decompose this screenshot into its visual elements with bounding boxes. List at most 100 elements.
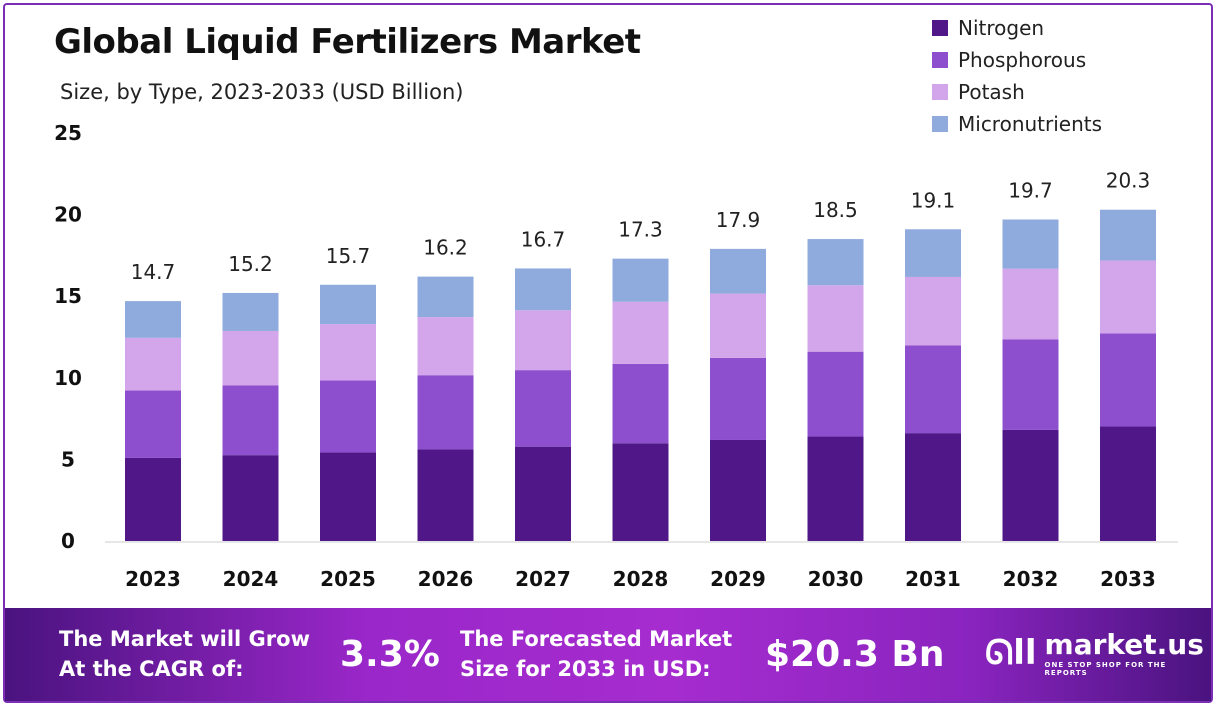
bar-segment-phosphorous: [905, 345, 961, 434]
bar-segment-nitrogen: [417, 449, 474, 541]
y-tick-label: 10: [54, 366, 82, 390]
bar-segment-micronutrients: [807, 239, 864, 286]
x-tick-label: 2031: [905, 567, 961, 591]
total-label: 19.1: [911, 188, 956, 212]
bar-segment-potash: [1002, 268, 1059, 340]
total-label: 16.2: [423, 236, 468, 260]
bar-segment-nitrogen: [222, 455, 279, 541]
bar-segment-nitrogen: [1100, 426, 1156, 541]
x-tick-label: 2028: [613, 567, 669, 591]
logo-tagline: ONE STOP SHOP FOR THE REPORTS: [1044, 661, 1167, 677]
chart-frame: [3, 3, 1213, 703]
x-tick-label: 2029: [710, 567, 766, 591]
bar-segment-potash: [320, 324, 376, 381]
bar-segment-nitrogen: [710, 439, 766, 541]
bar-segment-potash: [417, 317, 474, 376]
legend-swatch: [932, 52, 948, 68]
x-tick-label: 2026: [418, 567, 474, 591]
bar-segment-potash: [710, 293, 766, 358]
bar-segment-nitrogen: [807, 436, 864, 541]
bar-segment-nitrogen: [612, 443, 669, 541]
bar-segment-micronutrients: [612, 258, 669, 302]
cagr-label-line2: At the CAGR of:: [59, 657, 244, 681]
bar-segment-micronutrients: [710, 248, 766, 294]
total-label: 18.5: [813, 198, 858, 222]
bar-segment-phosphorous: [320, 380, 376, 453]
total-label: 17.3: [618, 218, 663, 242]
bar-segment-phosphorous: [807, 351, 864, 437]
stacked-bar-chart: 051015202514.7202315.2202415.7202516.220…: [54, 121, 1178, 591]
bar-segment-potash: [905, 276, 961, 346]
x-tick-label: 2025: [320, 567, 376, 591]
bar-segment-potash: [1100, 260, 1156, 334]
total-label: 15.7: [326, 244, 371, 268]
x-tick-label: 2030: [808, 567, 864, 591]
bar-segment-potash: [515, 310, 571, 371]
y-tick-label: 0: [61, 529, 75, 553]
y-tick-label: 25: [54, 121, 82, 145]
legend-item: Nitrogen: [932, 12, 1102, 44]
bar-segment-micronutrients: [125, 301, 181, 338]
bar-segment-nitrogen: [905, 433, 961, 541]
bar-segment-micronutrients: [222, 292, 279, 331]
bar-segment-micronutrients: [320, 284, 376, 325]
total-label: 16.7: [521, 227, 566, 251]
bar-segment-nitrogen: [125, 457, 181, 541]
bar-segment-nitrogen: [320, 452, 376, 541]
legend: Nitrogen Phosphorous Potash Micronutrients: [932, 12, 1102, 140]
bar-segment-micronutrients: [1002, 219, 1059, 269]
y-tick-label: 5: [61, 447, 75, 471]
x-tick-label: 2023: [125, 567, 181, 591]
x-tick-label: 2033: [1100, 567, 1156, 591]
cagr-value: 3.3%: [340, 634, 440, 675]
forecast-label: The Forecasted Market Size for 2033 in US…: [460, 624, 732, 684]
x-tick-label: 2032: [1003, 567, 1059, 591]
bar-segment-potash: [125, 337, 181, 391]
total-label: 15.2: [228, 252, 273, 276]
bar-segment-phosphorous: [125, 390, 181, 458]
bar-segment-phosphorous: [515, 370, 571, 447]
legend-label: Micronutrients: [958, 112, 1103, 136]
bar-segment-potash: [807, 285, 864, 352]
total-label: 20.3: [1106, 169, 1151, 193]
legend-label: Phosphorous: [958, 48, 1087, 72]
cagr-label: The Market will Grow At the CAGR of:: [59, 624, 310, 684]
y-tick-label: 20: [54, 203, 82, 227]
bar-segment-micronutrients: [515, 268, 571, 311]
bar-segment-phosphorous: [710, 357, 766, 440]
y-tick-label: 15: [54, 284, 82, 308]
logo-name: market.us: [1044, 628, 1204, 661]
logo-mark-icon: ᘏll: [985, 632, 1037, 673]
legend-item: Potash: [932, 76, 1102, 108]
market-us-logo: ᘏll market.us ONE STOP SHOP FOR THE REPOR…: [985, 628, 1211, 677]
bar-segment-phosphorous: [612, 363, 669, 444]
bar-segment-potash: [222, 330, 279, 386]
chart-subtitle: Size, by Type, 2023-2033 (USD Billion): [60, 80, 464, 104]
cagr-label-line1: The Market will Grow: [59, 627, 310, 651]
legend-label: Potash: [958, 80, 1025, 104]
total-label: 17.9: [716, 208, 761, 232]
legend-label: Nitrogen: [958, 16, 1045, 40]
bar-segment-phosphorous: [417, 375, 474, 450]
bar-segment-micronutrients: [417, 276, 474, 318]
legend-swatch: [932, 20, 948, 36]
bar-segment-micronutrients: [905, 229, 961, 277]
legend-item: Phosphorous: [932, 44, 1102, 76]
bar-segment-nitrogen: [1002, 429, 1059, 541]
total-label: 19.7: [1008, 178, 1053, 202]
chart-title: Global Liquid Fertilizers Market: [54, 22, 641, 62]
forecast-value: $20.3 Bn: [765, 634, 945, 675]
legend-swatch: [932, 84, 948, 100]
bar-segment-phosphorous: [1100, 333, 1156, 427]
footer-banner: The Market will Grow At the CAGR of: 3.3%…: [5, 608, 1211, 701]
bar-segment-potash: [612, 301, 669, 364]
bar-segment-micronutrients: [1100, 209, 1156, 261]
legend-item: Micronutrients: [932, 108, 1102, 140]
x-tick-label: 2024: [223, 567, 279, 591]
forecast-label-line1: The Forecasted Market: [460, 627, 733, 651]
legend-swatch: [932, 116, 948, 132]
forecast-label-line2: Size for 2033 in USD:: [460, 657, 711, 681]
bar-segment-nitrogen: [515, 446, 571, 541]
bar-segment-phosphorous: [222, 385, 279, 456]
total-label: 14.7: [131, 260, 176, 284]
